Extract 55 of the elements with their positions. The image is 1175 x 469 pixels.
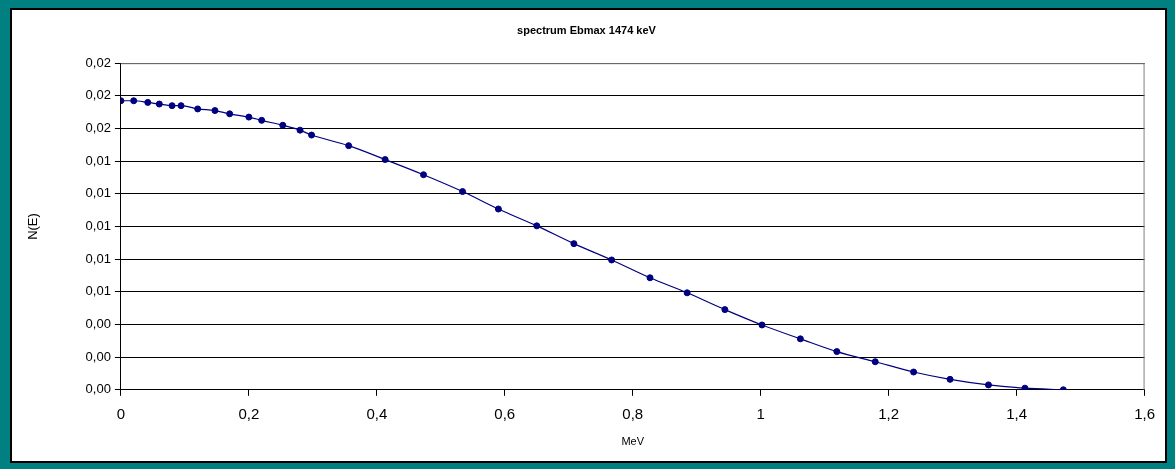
point: [245, 113, 253, 121]
point: [345, 142, 353, 150]
y-axis-title: N(E): [25, 213, 41, 240]
x-tick-label: 0,4: [366, 404, 388, 422]
point: [1021, 384, 1029, 390]
point: [155, 100, 163, 108]
point: [494, 205, 502, 213]
y-tick-label: 0,01: [85, 185, 111, 201]
point: [177, 102, 185, 110]
point: [168, 102, 176, 110]
point: [570, 240, 578, 248]
y-tick-label: 0,01: [85, 283, 111, 299]
x-tick-label: 1: [756, 404, 765, 422]
y-tick-label: 0,00: [85, 316, 111, 332]
y-tick-label: 0,02: [85, 120, 111, 136]
y-tick-label: 0,00: [85, 348, 111, 364]
point: [796, 335, 804, 343]
x-tick-label: 0,6: [494, 404, 516, 422]
chart-title: spectrum Ebmax 1474 keV: [517, 23, 657, 36]
point: [308, 131, 316, 139]
point: [130, 97, 138, 105]
point: [946, 375, 954, 383]
point: [721, 306, 729, 314]
y-tick-label: 0,01: [85, 250, 111, 266]
point: [871, 358, 879, 366]
point: [258, 116, 266, 124]
x-tick-label: 0,8: [622, 404, 644, 422]
point: [211, 107, 219, 115]
point: [381, 156, 389, 164]
point: [646, 274, 654, 282]
y-tick-label: 0,02: [85, 54, 111, 70]
point: [226, 110, 234, 118]
point: [910, 368, 918, 376]
point: [194, 105, 202, 113]
x-axis-title: MeV: [621, 435, 645, 448]
y-tick-label: 0,01: [85, 152, 111, 168]
x-tick-label: 1,2: [878, 404, 900, 422]
y-tick-label: 0,01: [85, 218, 111, 234]
y-tick-label: 0,00: [85, 381, 111, 397]
point: [296, 126, 304, 134]
x-tick-label: 1,4: [1006, 404, 1028, 422]
x-tick-label: 1,6: [1134, 404, 1155, 422]
x-tick-label: 0: [116, 404, 126, 422]
point: [420, 171, 428, 179]
point: [459, 188, 467, 196]
point: [758, 321, 766, 329]
point: [608, 256, 616, 264]
x-tick-label: 0,2: [238, 404, 260, 422]
point: [279, 121, 287, 129]
y-tick-label: 0,02: [85, 87, 111, 103]
point: [683, 289, 691, 297]
point: [984, 381, 992, 389]
point: [833, 348, 841, 356]
point: [144, 98, 152, 106]
point: [533, 222, 541, 230]
